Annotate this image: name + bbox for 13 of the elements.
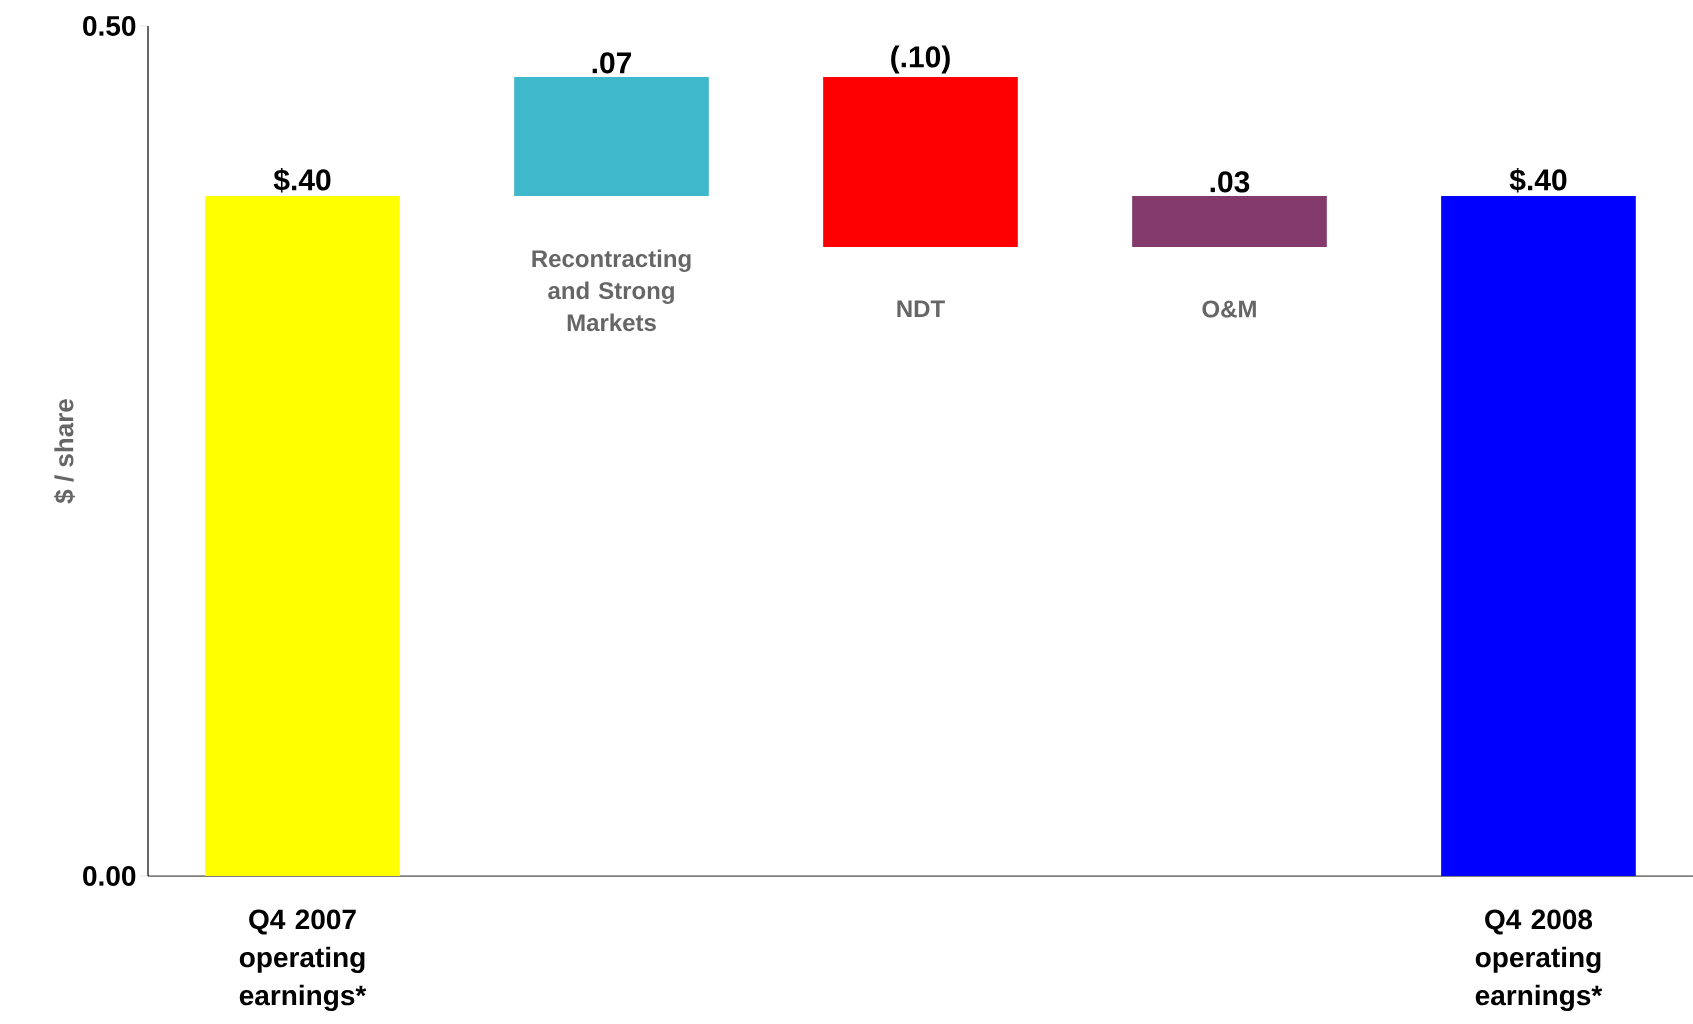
y-axis-title: $ / share (53, 399, 76, 504)
y-tick-label: 0.00 (83, 866, 136, 886)
x-tick-label: NDT (897, 300, 945, 318)
data-label: .07 (592, 52, 632, 74)
data-label: $.40 (273, 167, 331, 193)
x-tick-label: Q4 2008 operating earnings* (1475, 909, 1603, 1011)
data-label: .03 (1210, 171, 1250, 193)
y-tick-label: 0.50 (83, 16, 136, 36)
data-label: (.10) (891, 45, 950, 74)
data-label: $.40 (1509, 167, 1567, 193)
x-tick-label: Recontracting and Strong Markets (532, 249, 691, 332)
x-tick-label: O&M (1202, 300, 1256, 318)
x-tick-label: Q4 2007 operating earnings* (239, 909, 367, 1011)
